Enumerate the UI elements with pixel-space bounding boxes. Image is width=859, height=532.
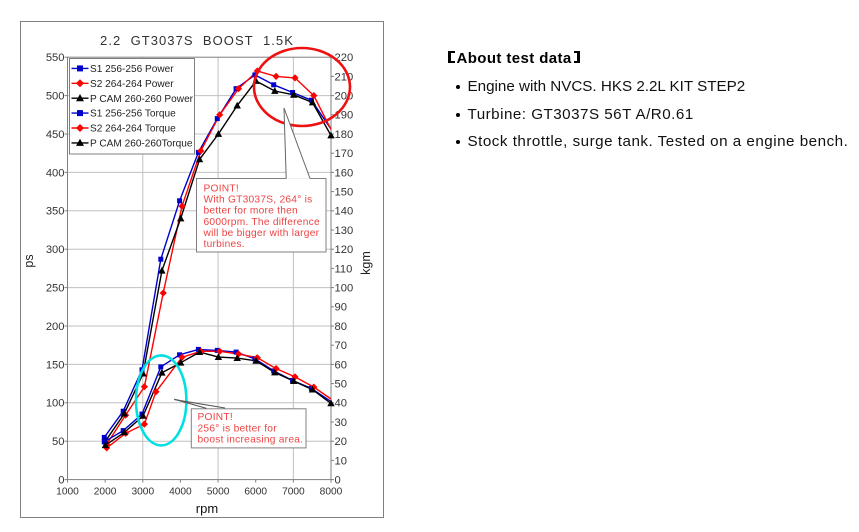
svg-text:50: 50	[335, 379, 347, 391]
svg-text:ps: ps	[22, 254, 36, 267]
svg-text:0: 0	[335, 475, 341, 487]
svg-text:40: 40	[335, 398, 347, 410]
svg-text:1000: 1000	[56, 486, 79, 497]
svg-text:POINT!: POINT!	[198, 412, 233, 423]
svg-text:will be bigger with larger: will be bigger with larger	[203, 228, 320, 239]
svg-text:kgm: kgm	[359, 251, 373, 275]
svg-text:6000rpm. The difference: 6000rpm. The difference	[204, 217, 320, 228]
svg-text:S1 256-256 Power: S1 256-256 Power	[90, 64, 174, 75]
svg-text:256° is better for: 256° is better for	[198, 423, 278, 434]
svg-text:180: 180	[335, 129, 354, 141]
svg-text:200: 200	[46, 321, 65, 333]
svg-text:140: 140	[335, 206, 354, 218]
svg-text:P CAM 260-260 Power: P CAM 260-260 Power	[90, 94, 194, 105]
svg-text:4000: 4000	[169, 486, 192, 497]
svg-text:130: 130	[335, 225, 354, 237]
svg-text:With GT3037S, 264° is: With GT3037S, 264° is	[204, 195, 313, 206]
svg-text:0: 0	[58, 475, 64, 487]
svg-text:100: 100	[335, 283, 354, 295]
svg-text:8000: 8000	[320, 486, 343, 497]
svg-text:100: 100	[46, 398, 65, 410]
svg-text:better for more then: better for more then	[204, 206, 298, 217]
svg-text:400: 400	[46, 167, 65, 179]
svg-text:150: 150	[46, 359, 65, 371]
svg-text:2.2 GT3037S BOOST 1.5K: 2.2 GT3037S BOOST 1.5K	[100, 33, 294, 48]
svg-text:boost increasing area.: boost increasing area.	[198, 435, 304, 446]
svg-text:450: 450	[46, 129, 65, 141]
svg-text:70: 70	[335, 340, 347, 352]
svg-text:120: 120	[335, 244, 354, 256]
svg-text:30: 30	[335, 417, 347, 429]
svg-text:170: 170	[335, 148, 354, 160]
svg-text:10: 10	[335, 455, 347, 467]
svg-text:20: 20	[335, 436, 347, 448]
svg-text:550: 550	[46, 52, 65, 64]
svg-text:90: 90	[335, 302, 347, 314]
svg-text:190: 190	[335, 110, 354, 122]
svg-text:6000: 6000	[244, 486, 267, 497]
svg-text:300: 300	[46, 244, 65, 256]
svg-text:60: 60	[335, 359, 347, 371]
svg-text:rpm: rpm	[196, 501, 218, 516]
svg-text:POINT!: POINT!	[204, 183, 239, 194]
svg-text:250: 250	[46, 283, 65, 295]
svg-text:500: 500	[46, 91, 65, 103]
svg-text:110: 110	[335, 263, 353, 275]
svg-text:3000: 3000	[131, 486, 154, 497]
svg-text:2000: 2000	[94, 486, 117, 497]
svg-text:P CAM 260-260Torque: P CAM 260-260Torque	[90, 139, 193, 150]
svg-text:80: 80	[335, 321, 347, 333]
svg-text:50: 50	[52, 436, 64, 448]
svg-text:S1 256-256 Torque: S1 256-256 Torque	[90, 109, 176, 120]
svg-text:S2 264-264 Torque: S2 264-264 Torque	[90, 124, 176, 135]
svg-text:S2 264-264 Power: S2 264-264 Power	[90, 79, 174, 90]
svg-text:150: 150	[335, 187, 354, 199]
svg-text:5000: 5000	[207, 486, 230, 497]
svg-text:7000: 7000	[282, 486, 305, 497]
svg-text:350: 350	[46, 206, 65, 218]
svg-text:160: 160	[335, 167, 354, 179]
svg-text:turbines.: turbines.	[204, 239, 245, 250]
